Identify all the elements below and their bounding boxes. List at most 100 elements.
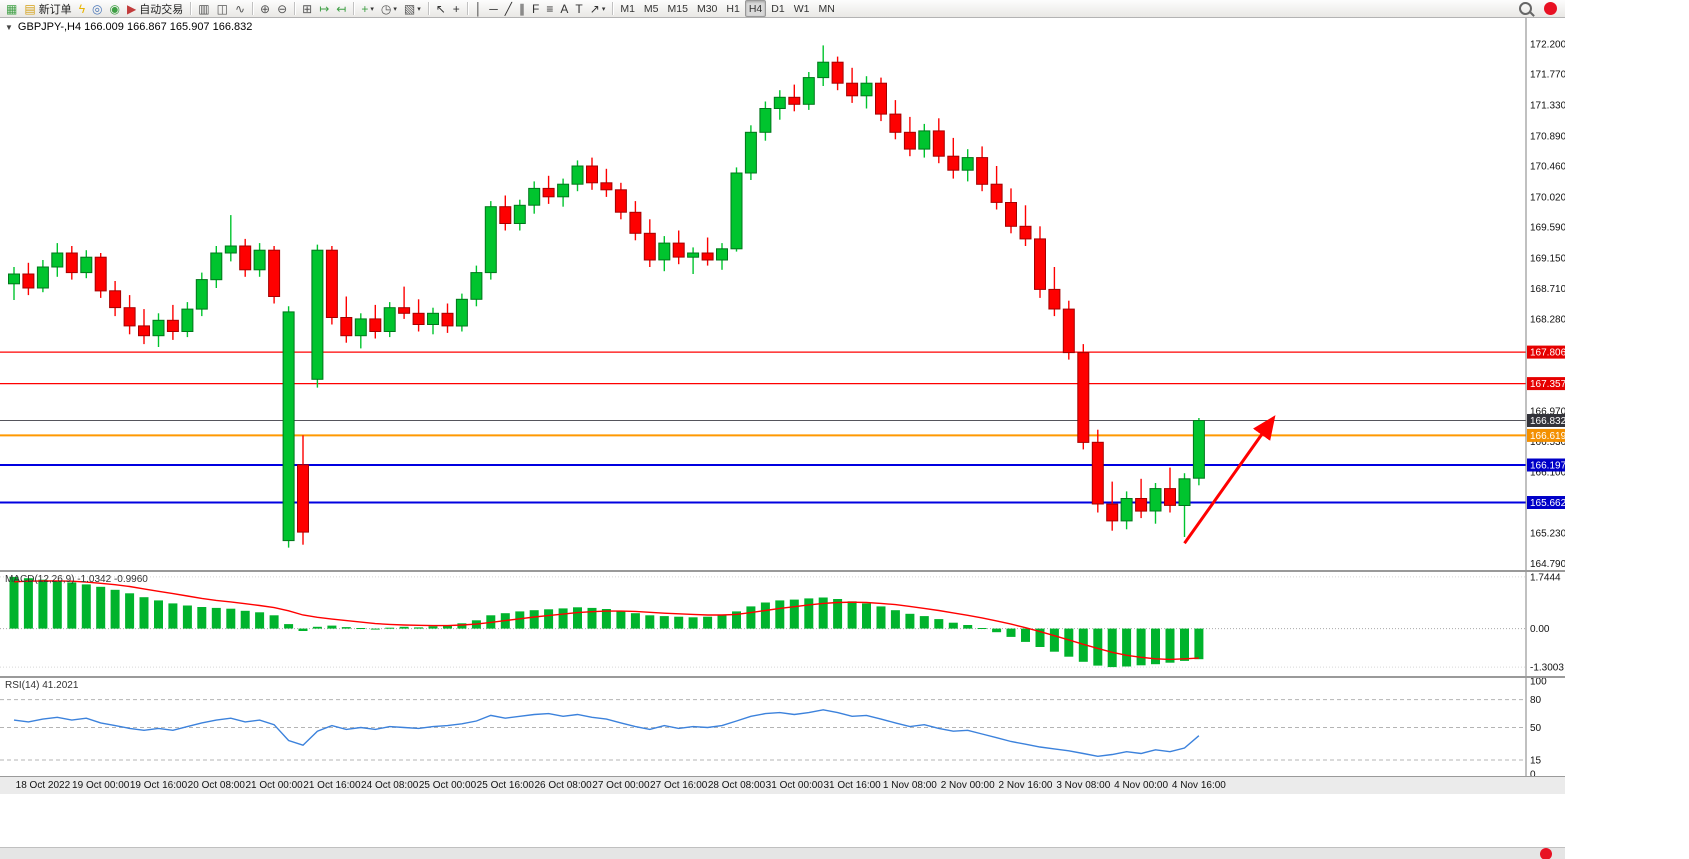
- bar-chart-icon[interactable]: ▥: [195, 1, 212, 16]
- periods-icon: ◷: [380, 1, 392, 16]
- text-icon[interactable]: A: [557, 1, 571, 16]
- notification-badge[interactable]: [1544, 2, 1557, 15]
- rsi-canvas[interactable]: 100 80 50 15 0: [0, 678, 1565, 776]
- panel-splitter[interactable]: [0, 676, 1565, 678]
- time-label: 3 Nov 08:00: [1056, 780, 1111, 791]
- timeframe-w1[interactable]: W1: [793, 2, 810, 15]
- channel-icon[interactable]: ∥: [516, 1, 528, 16]
- svg-text:166.832: 166.832: [1530, 416, 1565, 427]
- price-tick: 166.100: [1530, 467, 1565, 478]
- fibonacci-icon[interactable]: F: [529, 1, 542, 16]
- chart-shift-icon[interactable]: ↤: [333, 1, 349, 16]
- svg-text:167.806: 167.806: [1530, 348, 1565, 359]
- price-tick: 172.200: [1530, 40, 1565, 51]
- zoom-out-icon[interactable]: ⊖: [274, 1, 290, 16]
- rsi-axis[interactable]: 100 80 50 15 0: [1530, 678, 1547, 776]
- cursor-icon[interactable]: ↖: [433, 1, 449, 16]
- main-chart-canvas[interactable]: 172.200 171.770 171.330 170.890 170.460 170.0…: [0, 18, 1565, 570]
- rsi-tick: 80: [1530, 695, 1542, 706]
- collapse-icon[interactable]: ▼: [5, 22, 13, 32]
- timeframe-mn[interactable]: MN: [818, 2, 835, 15]
- auto-trading-button-label: 自动交易: [139, 3, 184, 16]
- dropdown-caret-icon: ▾: [393, 5, 397, 13]
- shapes-icon[interactable]: ≡: [543, 1, 556, 16]
- svg-text:166.619: 166.619: [1530, 431, 1565, 442]
- timeframe-d1[interactable]: D1: [771, 2, 785, 15]
- horizontal-line-icon[interactable]: ─: [486, 1, 501, 16]
- time-label: 19 Oct 00:00: [72, 780, 130, 791]
- periods-icon[interactable]: ◷ ▾: [378, 1, 400, 16]
- market-watch-icon[interactable]: ◉: [107, 1, 123, 16]
- trend-arrow[interactable]: [1183, 415, 1276, 545]
- main-chart-panel[interactable]: 172.200 171.770 171.330 170.890 170.460 170.0…: [0, 18, 1565, 570]
- text-label-icon[interactable]: T: [572, 1, 585, 16]
- line-chart-icon: ∿: [234, 1, 245, 16]
- time-axis[interactable]: 18 Oct 2022 19 Oct 00:00 19 Oct 16:00 20 Oc…: [0, 776, 1565, 794]
- rsi-tick: 0: [1530, 770, 1536, 777]
- svg-text:166.197: 166.197: [1530, 461, 1565, 472]
- time-label: 19 Oct 16:00: [129, 780, 188, 791]
- rsi-line: [13, 709, 1200, 758]
- time-label: 31 Oct 16:00: [823, 780, 881, 791]
- bar-chart-icon: ▥: [198, 1, 210, 16]
- arrows-icon: ↗: [589, 1, 600, 16]
- text-label-icon: T: [575, 1, 583, 16]
- trendline-icon[interactable]: ╱: [502, 1, 515, 16]
- shapes-icon: ≡: [546, 1, 554, 16]
- crosshair-icon[interactable]: +: [450, 1, 463, 16]
- search-icon[interactable]: [1519, 2, 1532, 15]
- macd-panel[interactable]: 1.7444 0.00 -1.3003 MACD(12,26,9) -1.0342 …: [0, 572, 1565, 676]
- candlestick-chart-icon: ◫: [216, 1, 228, 16]
- macd-canvas[interactable]: 1.7444 0.00 -1.3003: [0, 572, 1565, 676]
- arrows-icon[interactable]: ↗ ▾: [587, 1, 609, 16]
- timeframe-m30[interactable]: M30: [696, 2, 718, 15]
- line-chart-icon[interactable]: ∿: [232, 1, 248, 16]
- timeframe-h4[interactable]: H4: [744, 0, 767, 17]
- time-label: 27 Oct 00:00: [592, 780, 650, 791]
- auto-trading-button[interactable]: ▶ 自动交易: [124, 1, 186, 16]
- zoom-in-icon[interactable]: ⊕: [257, 1, 273, 16]
- time-label: 27 Oct 16:00: [650, 780, 708, 791]
- auto-scroll-icon[interactable]: ↦: [316, 1, 332, 16]
- dropdown-caret-icon: ▾: [370, 5, 374, 13]
- price-axis[interactable]: 172.200 171.770 171.330 170.890 170.460 170.0…: [1530, 40, 1565, 571]
- timeframe-h1[interactable]: H1: [726, 2, 740, 15]
- macd-tick: -1.3003: [1530, 663, 1564, 674]
- timeframe-m5[interactable]: M5: [643, 2, 659, 15]
- trendline-icon: ╱: [504, 1, 513, 16]
- time-label: 25 Oct 16:00: [476, 780, 534, 791]
- candlestick-chart-icon[interactable]: ◫: [214, 1, 231, 16]
- fibonacci-icon: F: [532, 1, 540, 16]
- time-label: 21 Oct 16:00: [303, 780, 361, 791]
- charts-window-icon[interactable]: ▦: [3, 1, 20, 16]
- quick-trade-icon[interactable]: ϟ: [76, 1, 88, 16]
- svg-text:165.662: 165.662: [1530, 498, 1565, 509]
- toolbar: ▦ ▤ 新订单 ϟ ◎ ◉ ▶ 自动交易 ▥ ◫ ∿ ⊕ ⊖ ⊞ ↦ ↤ + ▾ ◷ ▾ ▧ ▾ ↖ + │ ─ ╱ ∥ F ≡ A T ↗ ▾ …: [0, 0, 1565, 18]
- timeframe-toolbar: M1 M5 M15 M30 H1 H4 D1 W1 MN: [616, 0, 838, 17]
- tile-windows-icon[interactable]: ⊞: [299, 1, 315, 16]
- vertical-line-icon: │: [474, 1, 483, 16]
- templates-icon[interactable]: ▧ ▾: [401, 1, 424, 16]
- window-bottom-strip: [0, 847, 1565, 859]
- vertical-line-icon[interactable]: │: [472, 1, 486, 16]
- macd-axis[interactable]: 1.7444 0.00 -1.3003: [1530, 572, 1564, 673]
- navigator-icon[interactable]: ◎: [89, 1, 105, 16]
- new-order-button[interactable]: ▤ 新订单: [21, 1, 74, 16]
- timeframe-m1[interactable]: M1: [620, 2, 635, 15]
- svg-text:167.357: 167.357: [1530, 379, 1565, 390]
- chart-shift-icon: ↤: [336, 1, 347, 16]
- auto-trading-icon: ▶: [127, 1, 137, 16]
- toolbar-separator: [190, 2, 192, 15]
- candles: [8, 45, 1205, 548]
- panel-splitter[interactable]: [0, 570, 1565, 572]
- time-label: 2 Nov 00:00: [940, 780, 995, 791]
- add-indicator-icon[interactable]: + ▾: [358, 1, 377, 16]
- mt4-window: ▦ ▤ 新订单 ϟ ◎ ◉ ▶ 自动交易 ▥ ◫ ∿ ⊕ ⊖ ⊞ ↦ ↤ + ▾ ◷ ▾ ▧ ▾ ↖ + │ ─ ╱ ∥ F ≡ A T ↗ ▾ …: [0, 0, 1565, 859]
- horizontal-lines[interactable]: [0, 351, 1526, 504]
- timeframe-m15[interactable]: M15: [667, 2, 688, 15]
- time-label: 25 Oct 00:00: [418, 780, 477, 791]
- rsi-panel[interactable]: 100 80 50 15 0 RSI(14) 41.2021: [0, 678, 1565, 776]
- toolbar-separator: [466, 2, 468, 15]
- time-label: 20 Oct 08:00: [187, 780, 245, 791]
- time-label: 4 Nov 16:00: [1171, 780, 1226, 791]
